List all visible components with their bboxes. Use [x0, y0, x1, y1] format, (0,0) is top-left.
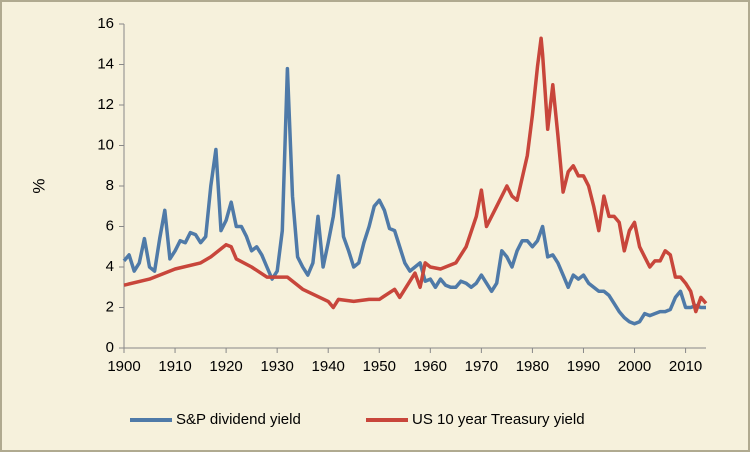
series-line	[122, 66, 706, 326]
x-tick-label: 1950	[363, 358, 396, 375]
y-tick-label: 10	[97, 136, 114, 153]
legend-label: S&P dividend yield	[176, 411, 301, 428]
y-tick-label: 16	[97, 15, 114, 32]
y-tick-label: 4	[106, 258, 114, 275]
x-tick-label: 2000	[618, 358, 651, 375]
x-tick-label: 1990	[567, 358, 600, 375]
x-tick-label: 1980	[516, 358, 549, 375]
y-tick-label: 8	[106, 177, 114, 194]
y-axis-label: %	[29, 178, 48, 193]
x-tick-label: 1910	[158, 358, 191, 375]
legend-label: US 10 year Treasury yield	[412, 411, 585, 428]
series-line	[123, 36, 708, 314]
y-tick-label: 0	[106, 339, 114, 356]
x-tick-label: 2010	[669, 358, 702, 375]
y-tick-label: 6	[106, 217, 114, 234]
y-tick-label: 2	[106, 298, 114, 315]
x-tick-label: 1930	[260, 358, 293, 375]
y-tick-label: 12	[97, 96, 114, 113]
x-tick-label: 1960	[414, 358, 447, 375]
x-tick-label: 1970	[465, 358, 498, 375]
x-tick-label: 1940	[312, 358, 345, 375]
y-tick-label: 14	[97, 55, 114, 72]
x-tick-label: 1920	[209, 358, 242, 375]
x-tick-label: 1900	[107, 358, 140, 375]
